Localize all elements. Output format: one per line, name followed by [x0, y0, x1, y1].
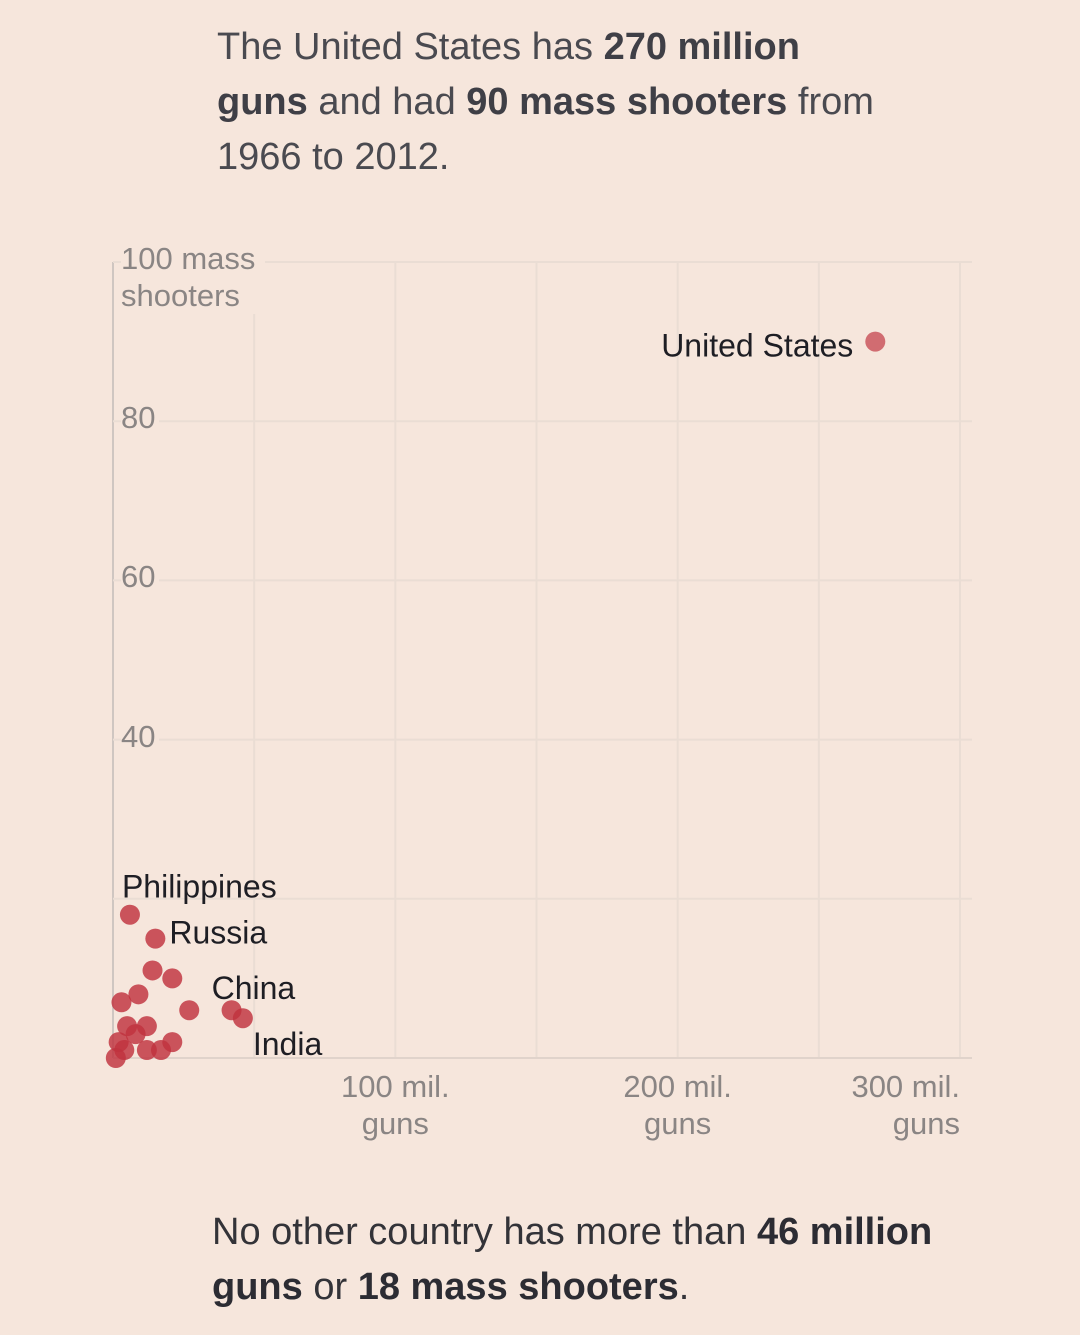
text-segment: .	[678, 1266, 690, 1308]
headline: The United States has 270 million guns a…	[217, 20, 897, 185]
point	[179, 1000, 200, 1021]
point	[865, 331, 886, 352]
footnote: No other country has more than 46 millio…	[212, 1205, 972, 1315]
y-tick-label: 40	[121, 717, 160, 755]
y-tick-label: 100 mass shooters	[121, 240, 265, 314]
point-label: Russia	[169, 915, 267, 951]
point	[111, 992, 132, 1013]
point	[125, 1024, 146, 1045]
point	[145, 928, 166, 949]
y-tick-label: 60	[121, 558, 160, 596]
text-segment: and had	[307, 81, 467, 123]
point	[232, 1008, 253, 1029]
text-segment: from 1966 to 2012.	[217, 81, 874, 178]
point-label: China	[212, 970, 296, 1006]
point	[136, 1040, 157, 1061]
point-label: India	[253, 1026, 323, 1062]
point	[119, 904, 140, 925]
x-tick-label: 200 mil. guns	[623, 1069, 732, 1141]
text-segment: The United States has	[217, 26, 604, 68]
point	[105, 1048, 126, 1068]
text-segment: 18 mass shooters	[357, 1266, 679, 1308]
text-segment: 46 million guns	[212, 1211, 933, 1308]
point	[150, 1040, 171, 1061]
x-tick-label: 300 mil. guns	[851, 1069, 960, 1141]
point	[128, 984, 149, 1005]
text-segment: or	[302, 1266, 358, 1308]
point	[142, 960, 163, 981]
text-segment: 270 million guns	[217, 26, 800, 123]
x-tick-label: 100 mil. guns	[341, 1069, 450, 1141]
point-label: Philippines	[122, 869, 277, 905]
point	[162, 968, 183, 989]
point-label: United States	[661, 328, 853, 364]
text-segment: No other country has more than	[212, 1211, 757, 1253]
y-tick-label: 80	[121, 399, 160, 437]
text-segment: 90 mass shooters	[466, 81, 788, 123]
